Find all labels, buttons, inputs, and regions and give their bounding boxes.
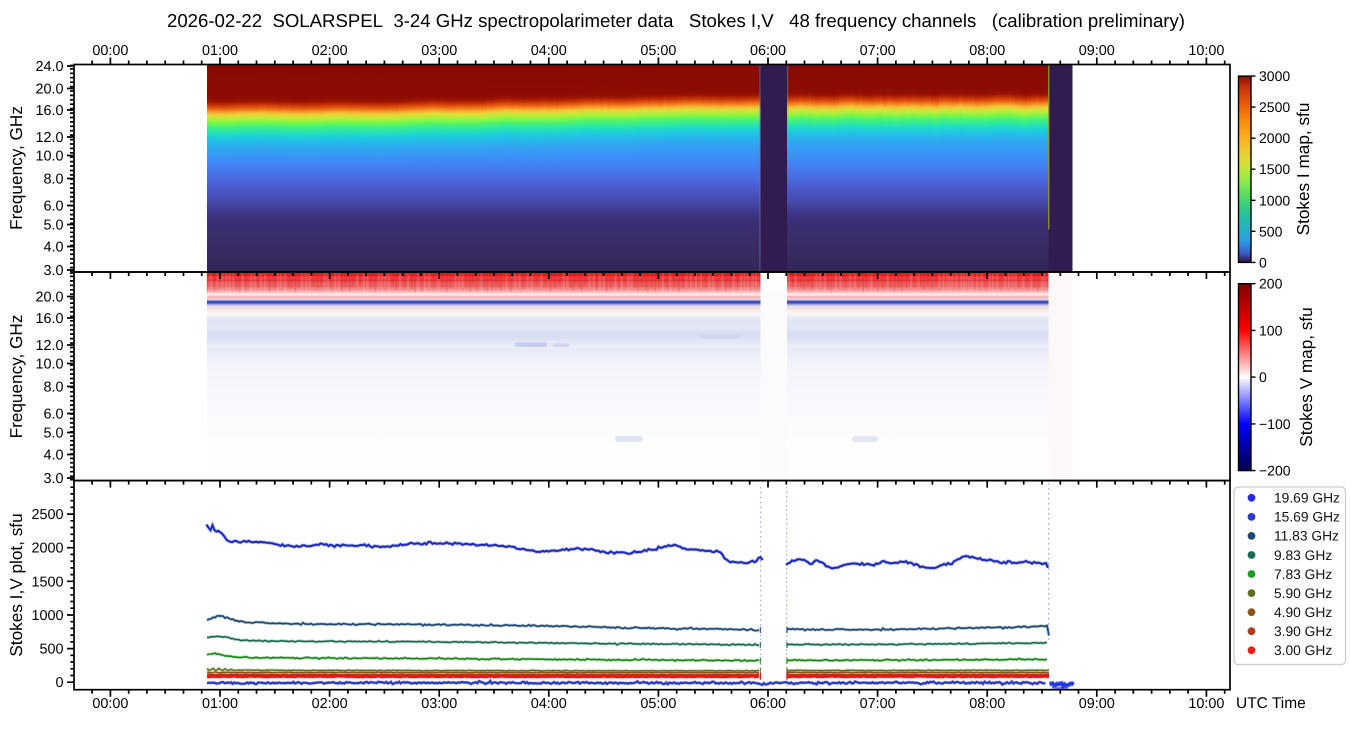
svg-text:8.0: 8.0 xyxy=(43,380,63,396)
svg-text:−200: −200 xyxy=(1259,463,1291,479)
svg-text:0: 0 xyxy=(1259,369,1267,385)
svg-text:9.83 GHz: 9.83 GHz xyxy=(1274,548,1332,563)
svg-text:05:00: 05:00 xyxy=(640,43,676,59)
svg-text:Frequency, GHz: Frequency, GHz xyxy=(6,315,26,439)
svg-text:200: 200 xyxy=(1259,276,1283,292)
svg-text:UTC Time: UTC Time xyxy=(1236,695,1306,712)
svg-text:4.0: 4.0 xyxy=(43,448,63,464)
svg-text:16.0: 16.0 xyxy=(35,103,63,119)
svg-text:19.69 GHz: 19.69 GHz xyxy=(1274,491,1340,506)
svg-text:08:00: 08:00 xyxy=(969,43,1005,59)
svg-text:08:00: 08:00 xyxy=(969,696,1005,712)
svg-text:1500: 1500 xyxy=(1259,161,1290,177)
svg-text:3.00 GHz: 3.00 GHz xyxy=(1274,643,1332,658)
svg-text:10:00: 10:00 xyxy=(1188,696,1224,712)
svg-text:02:00: 02:00 xyxy=(312,696,348,712)
svg-text:01:00: 01:00 xyxy=(202,43,238,59)
svg-text:5.90 GHz: 5.90 GHz xyxy=(1274,586,1332,601)
svg-text:500: 500 xyxy=(1259,223,1283,239)
svg-text:07:00: 07:00 xyxy=(860,696,896,712)
svg-text:3.0: 3.0 xyxy=(43,471,63,487)
svg-text:10.0: 10.0 xyxy=(35,357,63,373)
svg-text:3.90 GHz: 3.90 GHz xyxy=(1274,624,1332,639)
svg-text:3000: 3000 xyxy=(1259,68,1290,84)
svg-text:03:00: 03:00 xyxy=(421,43,457,59)
svg-text:2500: 2500 xyxy=(31,507,63,523)
svg-text:5.0: 5.0 xyxy=(43,218,63,234)
svg-text:00:00: 00:00 xyxy=(92,696,128,712)
svg-text:15.69 GHz: 15.69 GHz xyxy=(1274,510,1340,525)
svg-text:4.90 GHz: 4.90 GHz xyxy=(1274,605,1332,620)
svg-text:1000: 1000 xyxy=(1259,192,1290,208)
svg-text:16.0: 16.0 xyxy=(35,311,63,327)
svg-text:2000: 2000 xyxy=(31,541,63,557)
svg-text:09:00: 09:00 xyxy=(1079,43,1115,59)
svg-text:20.0: 20.0 xyxy=(35,82,63,98)
svg-text:11.83 GHz: 11.83 GHz xyxy=(1274,529,1339,544)
svg-text:02:00: 02:00 xyxy=(312,43,348,59)
svg-text:4.0: 4.0 xyxy=(43,240,63,256)
svg-text:1000: 1000 xyxy=(31,608,63,624)
svg-text:01:00: 01:00 xyxy=(202,696,238,712)
svg-text:12.0: 12.0 xyxy=(35,130,63,146)
svg-text:100: 100 xyxy=(1259,322,1283,338)
svg-text:10:00: 10:00 xyxy=(1188,43,1224,59)
svg-text:Stokes V map, sfu: Stokes V map, sfu xyxy=(1296,307,1316,446)
svg-text:0: 0 xyxy=(55,675,63,691)
svg-text:04:00: 04:00 xyxy=(531,43,567,59)
svg-text:0: 0 xyxy=(1259,254,1267,270)
svg-text:8.0: 8.0 xyxy=(43,172,63,188)
svg-text:06:00: 06:00 xyxy=(750,43,786,59)
svg-text:5.0: 5.0 xyxy=(43,426,63,442)
svg-text:500: 500 xyxy=(39,642,63,658)
svg-text:Stokes I map, sfu: Stokes I map, sfu xyxy=(1293,103,1313,236)
svg-text:05:00: 05:00 xyxy=(640,696,676,712)
svg-text:07:00: 07:00 xyxy=(860,43,896,59)
svg-text:2500: 2500 xyxy=(1259,99,1290,115)
svg-text:−100: −100 xyxy=(1259,416,1291,432)
svg-text:00:00: 00:00 xyxy=(92,43,128,59)
svg-text:6.0: 6.0 xyxy=(43,199,63,215)
svg-text:06:00: 06:00 xyxy=(750,696,786,712)
svg-text:04:00: 04:00 xyxy=(531,696,567,712)
svg-text:1500: 1500 xyxy=(31,574,63,590)
svg-text:20.0: 20.0 xyxy=(35,290,63,306)
svg-text:Frequency, GHz: Frequency, GHz xyxy=(6,106,26,230)
svg-text:6.0: 6.0 xyxy=(43,407,63,423)
svg-text:Stokes I,V plot, sfu: Stokes I,V plot, sfu xyxy=(6,513,26,656)
svg-text:24.0: 24.0 xyxy=(35,59,63,75)
svg-text:2000: 2000 xyxy=(1259,130,1290,146)
svg-text:3.0: 3.0 xyxy=(43,263,63,279)
svg-text:12.0: 12.0 xyxy=(35,338,63,354)
svg-text:09:00: 09:00 xyxy=(1079,696,1115,712)
svg-text:2026-02-22 SOLARSPEL 3-24 GH: 2026-02-22 SOLARSPEL 3-24 GHz spectropol… xyxy=(167,10,1185,31)
svg-text:10.0: 10.0 xyxy=(35,149,63,165)
svg-text:03:00: 03:00 xyxy=(421,696,457,712)
svg-text:7.83 GHz: 7.83 GHz xyxy=(1274,567,1332,582)
